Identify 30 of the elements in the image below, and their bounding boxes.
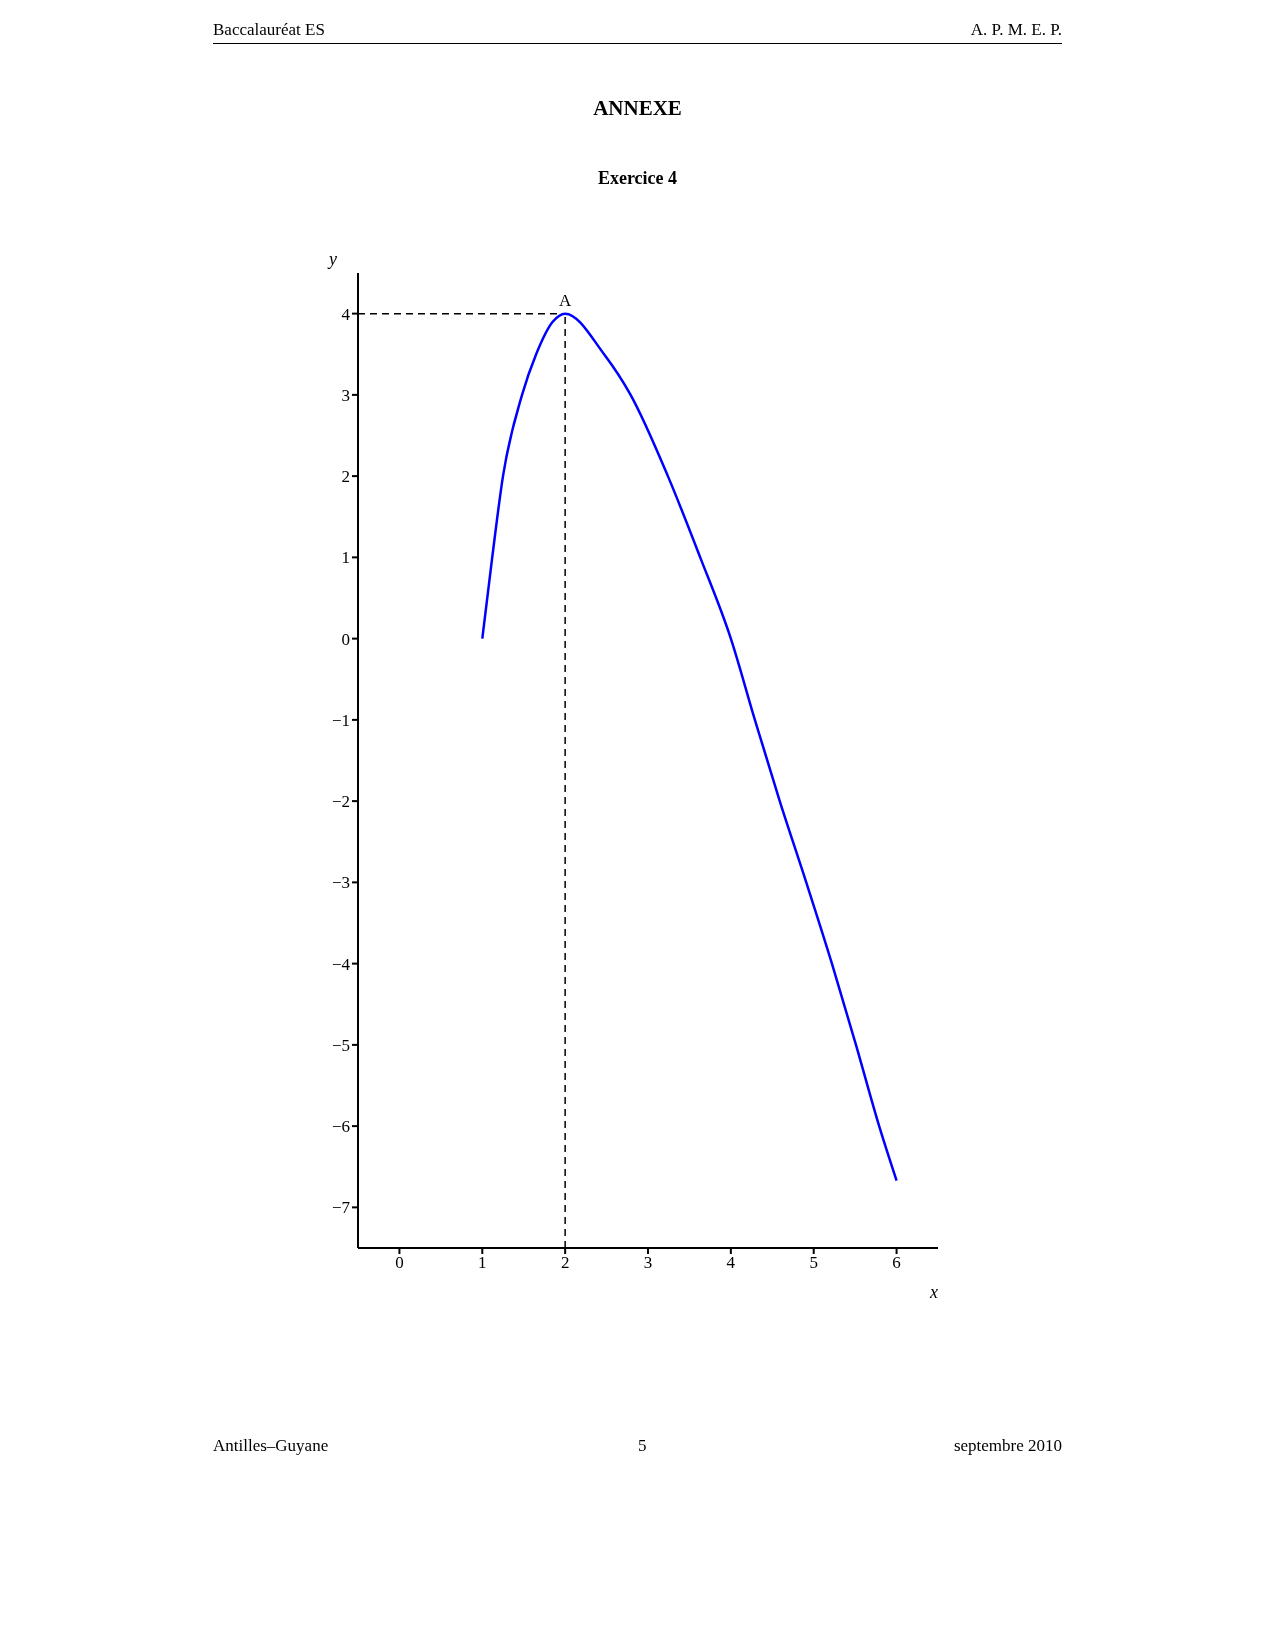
annotation: A <box>559 290 572 310</box>
y-tick-label: 2 <box>341 467 350 487</box>
y-tick-label: −7 <box>331 1198 351 1218</box>
text: A. P. M. E. P. <box>970 20 1062 40</box>
text: Baccalauréat ES <box>213 20 325 40</box>
y-tick-label: −3 <box>331 873 350 893</box>
y-tick-label: −5 <box>331 1035 350 1055</box>
x-axis-title: x <box>929 1282 938 1302</box>
x-tick-label: 3 <box>643 1253 653 1273</box>
chart-subtitle: Exercice 4 <box>596 168 679 189</box>
y-tick-label: −6 <box>331 1117 350 1137</box>
x-tick-label: 2 <box>560 1253 570 1273</box>
y-tick-label: 3 <box>341 385 350 405</box>
y-tick-label: −1 <box>331 710 350 730</box>
y-tick-label: 1 <box>341 548 350 568</box>
x-tick-label: 5 <box>809 1253 818 1273</box>
text: Antilles–Guyane <box>213 1436 329 1456</box>
y-tick-label: 0 <box>341 629 350 649</box>
line-series <box>481 312 898 1182</box>
y-tick-label: 4 <box>341 304 351 324</box>
y-tick-label: −4 <box>331 954 351 974</box>
x-tick-label: 4 <box>726 1253 736 1273</box>
text: 5 <box>638 1436 647 1456</box>
x-tick-label: 6 <box>892 1253 901 1273</box>
text: septembre 2010 <box>953 1436 1062 1456</box>
x-tick-label: 1 <box>478 1253 487 1273</box>
chart-title: ANNEXE <box>592 96 683 121</box>
y-axis-title: y <box>327 249 337 269</box>
x-tick-label: 0 <box>395 1253 404 1273</box>
y-tick-label: −2 <box>331 792 350 812</box>
